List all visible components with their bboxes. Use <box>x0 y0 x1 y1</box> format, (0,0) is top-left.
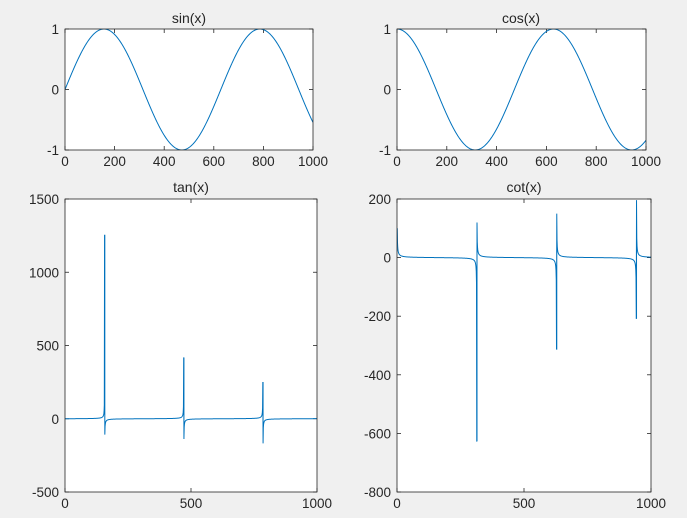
xticks-sin: 0 200 400 600 800 1000 <box>61 29 328 169</box>
xticks-cot: 0 500 1000 <box>393 199 666 511</box>
y-tick-label: -500 <box>32 485 59 500</box>
x-tick-label: 1000 <box>631 154 661 169</box>
y-tick-label: 1 <box>383 22 391 37</box>
axes-frame-cot <box>396 198 652 493</box>
y-tick-label: -600 <box>364 426 391 441</box>
x-tick-label: 600 <box>535 154 558 169</box>
x-tick-label: 1000 <box>636 496 666 511</box>
axes-cos <box>397 29 646 150</box>
x-tick-label: 500 <box>180 496 203 511</box>
axes-sin <box>65 29 313 150</box>
xticks-cos: 0 200 400 600 800 1000 <box>393 29 661 169</box>
title-tan: tan(x) <box>173 179 209 195</box>
x-tick-label: 200 <box>103 154 126 169</box>
y-tick-label: -1 <box>47 143 59 158</box>
y-tick-label: 1 <box>51 22 59 37</box>
x-tick-label: 200 <box>436 154 459 169</box>
series-line-tan <box>65 234 317 444</box>
title-cos: cos(x) <box>502 10 540 26</box>
axes-frame-sin <box>64 28 314 151</box>
subplot-cos: cos(x) 0 200 400 600 800 1000 -101 <box>379 10 661 169</box>
x-tick-label: 800 <box>252 154 275 169</box>
axes-frame-cos <box>396 28 647 151</box>
x-tick-label: 0 <box>393 154 401 169</box>
title-sin: sin(x) <box>172 10 206 26</box>
y-tick-label: 0 <box>383 83 391 98</box>
title-cot: cot(x) <box>507 179 542 195</box>
x-tick-label: 600 <box>203 154 226 169</box>
yticks-tan: -500 0 500 1000 1500 <box>29 192 317 500</box>
subplot-sin: sin(x) 0 200 400 600 800 1000 -101 <box>47 10 328 169</box>
series-line-cos <box>397 29 646 150</box>
x-tick-label: 1000 <box>298 154 328 169</box>
x-tick-label: 400 <box>153 154 176 169</box>
xticks-tan: 0 500 1000 <box>61 199 332 511</box>
x-tick-label: 0 <box>61 154 69 169</box>
y-tick-label: -1 <box>379 143 391 158</box>
x-tick-label: 500 <box>513 496 536 511</box>
y-tick-label: 0 <box>51 412 59 427</box>
x-tick-label: 1000 <box>302 496 332 511</box>
y-tick-label: -200 <box>364 309 391 324</box>
subplot-cot: cot(x) 0 500 1000 -800 -600 -400 -200 0 200 <box>364 179 666 511</box>
y-tick-label: 0 <box>383 251 391 266</box>
axes-tan <box>65 199 317 492</box>
x-tick-label: 400 <box>485 154 508 169</box>
y-tick-label: -800 <box>364 485 391 500</box>
axes-cot <box>397 199 651 492</box>
y-tick-label: 0 <box>51 83 59 98</box>
y-tick-label: -400 <box>364 368 391 383</box>
x-tick-label: 800 <box>585 154 608 169</box>
y-tick-label: 1500 <box>29 192 59 207</box>
axes-frame-tan <box>64 198 318 493</box>
x-tick-label: 0 <box>393 496 401 511</box>
x-tick-label: 0 <box>61 496 69 511</box>
y-tick-label: 500 <box>36 339 59 354</box>
y-tick-label: 200 <box>368 192 391 207</box>
series-line-cot <box>397 200 651 442</box>
y-tick-label: 1000 <box>29 265 59 280</box>
